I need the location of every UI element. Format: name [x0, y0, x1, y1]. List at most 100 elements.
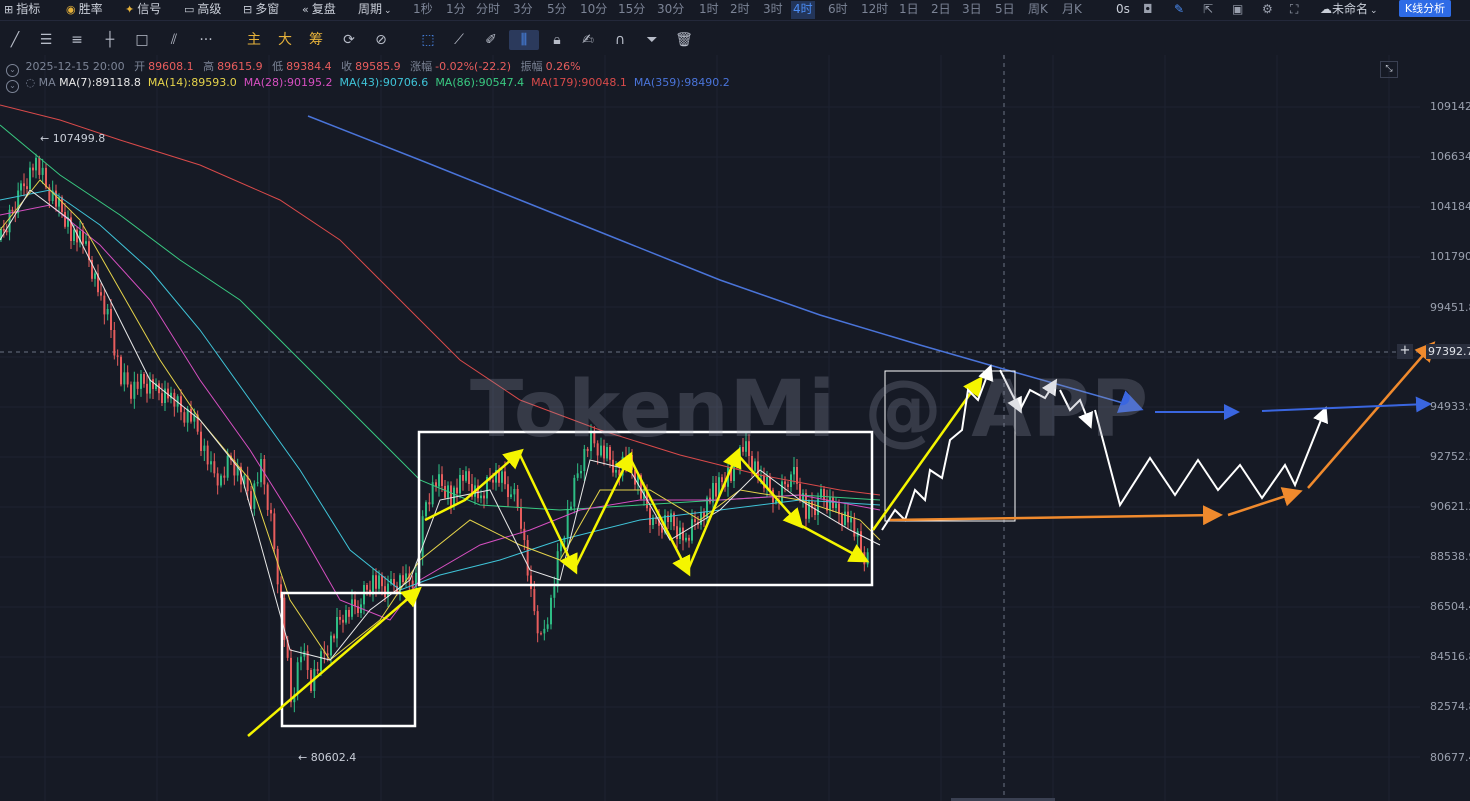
candle-body — [435, 482, 437, 487]
ma86-line — [0, 124, 881, 511]
candle-body — [88, 241, 90, 260]
signal-button[interactable]: ✦ 信号 — [125, 2, 162, 16]
magnet-icon[interactable]: ∩ — [614, 32, 626, 48]
timeframe-9[interactable]: 2时 — [730, 2, 750, 16]
timeframe-7[interactable]: 30分 — [657, 2, 685, 16]
top-toolbar: ⊞ 指标 ◉ 胜率 ✦ 信号 ▭ 高级 ⊟ 多窗 «复盘 周期 ⌄ 1秒 1分 分时 3分 5分 10… — [0, 0, 1470, 21]
timeframe-3[interactable]: 3分 — [513, 2, 533, 16]
magnet-off-icon[interactable]: ⊘ — [375, 32, 387, 48]
candle-body — [270, 509, 272, 514]
save-icon[interactable]: ▣ — [1232, 2, 1244, 16]
win-rate-button[interactable]: ◉ 胜率 — [66, 2, 103, 16]
amplitude-value: 0.26% — [545, 60, 581, 73]
candle-body — [393, 579, 395, 586]
white-path-1 — [881, 364, 994, 531]
timeframe-11[interactable]: 4时 — [791, 1, 815, 19]
indicators-button[interactable]: ⊞ 指标 — [4, 2, 41, 16]
more-tools-icon[interactable]: ··· — [199, 32, 213, 48]
expand-icon[interactable]: ⤡ — [1380, 61, 1398, 78]
settings-icon[interactable]: ⚙ — [1262, 2, 1273, 16]
layout-dropdown[interactable]: ☁未命名 ⌄ — [1320, 2, 1378, 16]
trendline-tool-icon[interactable]: ╱ — [10, 32, 20, 48]
brush-icon[interactable]: ✐ — [485, 32, 497, 48]
trash-icon[interactable]: 🗑︎ — [675, 32, 693, 48]
timeframe-0[interactable]: 1秒 — [413, 2, 433, 16]
eye-icon[interactable]: ◌ — [25, 76, 36, 89]
timeframe-4[interactable]: 5分 — [547, 2, 567, 16]
candle-body — [375, 575, 377, 589]
timeframe-8[interactable]: 1时 — [699, 2, 719, 16]
advanced-button[interactable]: ▭ 高级 — [184, 2, 222, 16]
timeframe-10[interactable]: 3时 — [763, 2, 783, 16]
price-chart[interactable] — [0, 55, 1470, 801]
candle-body — [51, 190, 54, 201]
multi-window-button[interactable]: ⊟ 多窗 — [243, 2, 280, 16]
timeframe-19[interactable]: 月K — [1062, 2, 1082, 16]
drawing-toolbar: ╱ ☰ ≡ ┼ □ ⫽ ··· 主 大 筹 ⟳ ⊘ ⬚ ⟋ ✐ ⫼ 🔒︎ ✍ ∩… — [0, 27, 1470, 53]
main-indicator-button[interactable]: 主 — [247, 32, 261, 48]
candle-body — [742, 447, 744, 452]
fib-tool-icon[interactable]: ⫽ — [170, 32, 178, 48]
export-icon[interactable]: ⇱ — [1203, 2, 1214, 16]
candle-body — [583, 448, 586, 471]
candle-body — [844, 511, 846, 525]
rectangle-tool-icon[interactable]: □ — [135, 32, 149, 48]
candle-body — [32, 167, 34, 171]
candle-body — [48, 187, 51, 201]
large-order-button[interactable]: 大 — [278, 32, 292, 48]
select-cursor-icon[interactable]: ⬚ — [421, 32, 435, 48]
candle-body — [103, 295, 106, 315]
replay-button[interactable]: «复盘 — [302, 2, 336, 16]
collapse-icon[interactable]: ⌄ — [6, 64, 19, 77]
candle-body — [510, 494, 512, 497]
candle-body — [649, 508, 651, 525]
timeframe-13[interactable]: 12时 — [861, 2, 889, 16]
collapse-icon[interactable]: ⌄ — [6, 80, 19, 93]
timeframe-1[interactable]: 1分 — [446, 2, 466, 16]
price-axis-label: 82574.8 — [1430, 700, 1470, 713]
timeframe-2[interactable]: 分时 — [476, 2, 501, 16]
candle-body — [425, 502, 427, 517]
candle-body — [384, 586, 386, 597]
parallel-channel-tool-icon[interactable]: ≡ — [71, 32, 83, 48]
chips-button[interactable]: 筹 — [309, 32, 323, 48]
candle-type-icon[interactable]: ⫼ — [509, 30, 539, 50]
filter-icon[interactable]: ⏷ — [646, 32, 658, 48]
kline-analysis-button[interactable]: K线分析 — [1399, 0, 1451, 17]
add-alert-icon[interactable]: + — [1397, 344, 1413, 359]
candle-body — [438, 474, 440, 487]
timeframe-15[interactable]: 2日 — [931, 2, 951, 16]
candle-body — [213, 461, 216, 474]
timeframe-6[interactable]: 15分 — [618, 2, 646, 16]
candle-body — [799, 483, 801, 501]
candle-body — [203, 445, 206, 451]
timeframe-18[interactable]: 周K — [1028, 2, 1048, 16]
candle-body — [781, 481, 783, 503]
ruler-icon[interactable]: ⟋ — [454, 32, 464, 48]
timeframe-17[interactable]: 5日 — [995, 2, 1015, 16]
lock-icon[interactable]: 🔒︎ — [553, 32, 561, 48]
candle-body — [290, 657, 292, 703]
candle-body — [751, 456, 753, 471]
candle-body — [573, 477, 576, 507]
pencil-icon[interactable]: ✎ — [1174, 2, 1185, 16]
sync-icon[interactable]: ⟳ — [343, 32, 355, 48]
period-dropdown[interactable]: 周期 ⌄ — [358, 2, 392, 16]
fullscreen-icon[interactable]: ⛶ — [1290, 2, 1299, 16]
candle-body — [152, 379, 154, 389]
candle-body — [688, 537, 690, 541]
candle-body — [733, 461, 735, 481]
horizontal-ray-tool-icon[interactable]: ┼ — [105, 32, 115, 48]
edit-icon[interactable]: ✍ — [582, 32, 594, 48]
candle-body — [546, 624, 549, 629]
timeframe-14[interactable]: 1日 — [899, 2, 919, 16]
timeframe-16[interactable]: 3日 — [962, 2, 982, 16]
horizontal-lines-tool-icon[interactable]: ☰ — [39, 32, 53, 48]
candle-body — [444, 486, 446, 498]
camera-icon[interactable]: ◘ — [1143, 2, 1153, 16]
timeframe-5[interactable]: 10分 — [580, 2, 608, 16]
candle-body — [296, 662, 299, 695]
candle-body — [805, 493, 807, 519]
timeframe-12[interactable]: 6时 — [828, 2, 848, 16]
high-marker: ← 107499.8 — [40, 132, 106, 145]
